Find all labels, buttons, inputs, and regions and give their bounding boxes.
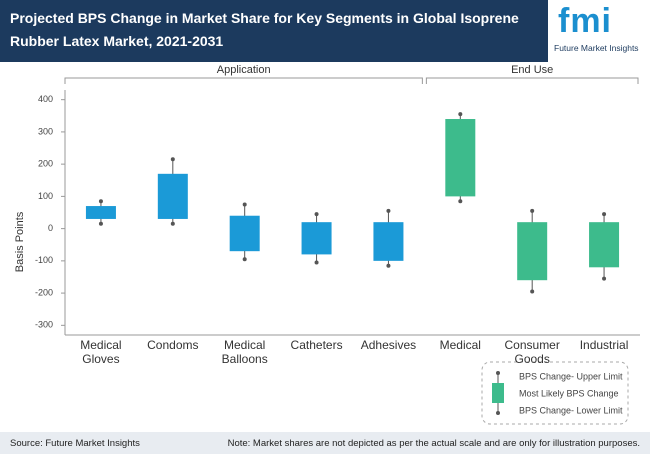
group-label: Application: [217, 64, 271, 76]
range-box: [373, 222, 404, 261]
upper-dot: [242, 202, 247, 207]
legend-label: BPS Change- Upper Limit: [519, 371, 623, 381]
x-tick-label: Condoms: [147, 338, 199, 352]
range-box: [517, 222, 548, 281]
y-tick-label: 300: [38, 126, 53, 136]
lower-dot: [314, 260, 319, 265]
legend-box-mark: [492, 383, 504, 403]
x-tick-label: Medical Balloons: [221, 338, 268, 366]
lower-dot: [602, 276, 607, 281]
source: Source: Future Market Insights: [10, 438, 140, 449]
y-tick-label: 400: [38, 94, 53, 104]
group-bracket: [64, 77, 423, 84]
range-box: [229, 215, 260, 252]
upper-dot: [602, 212, 607, 217]
chart: Basis Points -300 -200 -100 0 100 200 300 400 Ap…: [14, 64, 640, 425]
range-box: [157, 173, 188, 219]
upper-dot: [170, 157, 175, 162]
range-box: [589, 222, 620, 268]
x-tick-label: Medical: [439, 338, 481, 352]
y-tick-label: 100: [38, 191, 53, 201]
title: Projected BPS Change in Market Share for…: [10, 10, 519, 49]
logo: fmi Future Market Insights: [548, 0, 650, 62]
legend-dot: [496, 411, 500, 415]
upper-dot: [530, 208, 535, 213]
lower-dot: [242, 257, 247, 262]
group-bracket: [425, 77, 639, 84]
y-tick-label: -100: [35, 255, 53, 265]
logo-text: Future Market Insights: [554, 43, 639, 53]
footer: Source: Future Market Insights Note: Mar…: [0, 432, 650, 454]
lower-dot: [170, 221, 175, 226]
range-box: [445, 119, 476, 197]
lower-dot: [386, 263, 391, 268]
lower-dot: [98, 221, 103, 226]
range-box: [301, 222, 332, 255]
x-tick-label: Catheters: [290, 338, 343, 352]
legend-dot: [496, 371, 500, 375]
legend-label: BPS Change- Lower Limit: [519, 405, 623, 415]
upper-dot: [458, 112, 463, 117]
x-tick-label: Industrial: [579, 338, 629, 352]
group-label: End Use: [511, 64, 553, 76]
note: Note: Market shares are not depicted as …: [227, 438, 640, 449]
y-tick-label: 0: [48, 223, 53, 233]
header: Projected BPS Change in Market Share for…: [0, 0, 650, 62]
legend-label: Most Likely BPS Change: [519, 388, 619, 398]
x-tick-label: Medical Gloves: [80, 338, 122, 366]
lower-dot: [458, 199, 463, 204]
upper-dot: [98, 199, 103, 204]
y-axis-label: Basis Points: [14, 211, 26, 272]
x-tick-label: Adhesives: [360, 338, 417, 352]
upper-dot: [386, 208, 391, 213]
lower-dot: [530, 289, 535, 294]
logo-mark: fmi: [558, 2, 612, 40]
y-tick-label: -300: [35, 320, 53, 330]
range-box: [85, 206, 116, 219]
y-tick-label: -200: [35, 287, 53, 297]
upper-dot: [314, 212, 319, 217]
legend-box: [481, 361, 629, 425]
x-tick-label: Consumer Goods: [504, 338, 560, 366]
y-tick-label: 200: [38, 159, 53, 169]
